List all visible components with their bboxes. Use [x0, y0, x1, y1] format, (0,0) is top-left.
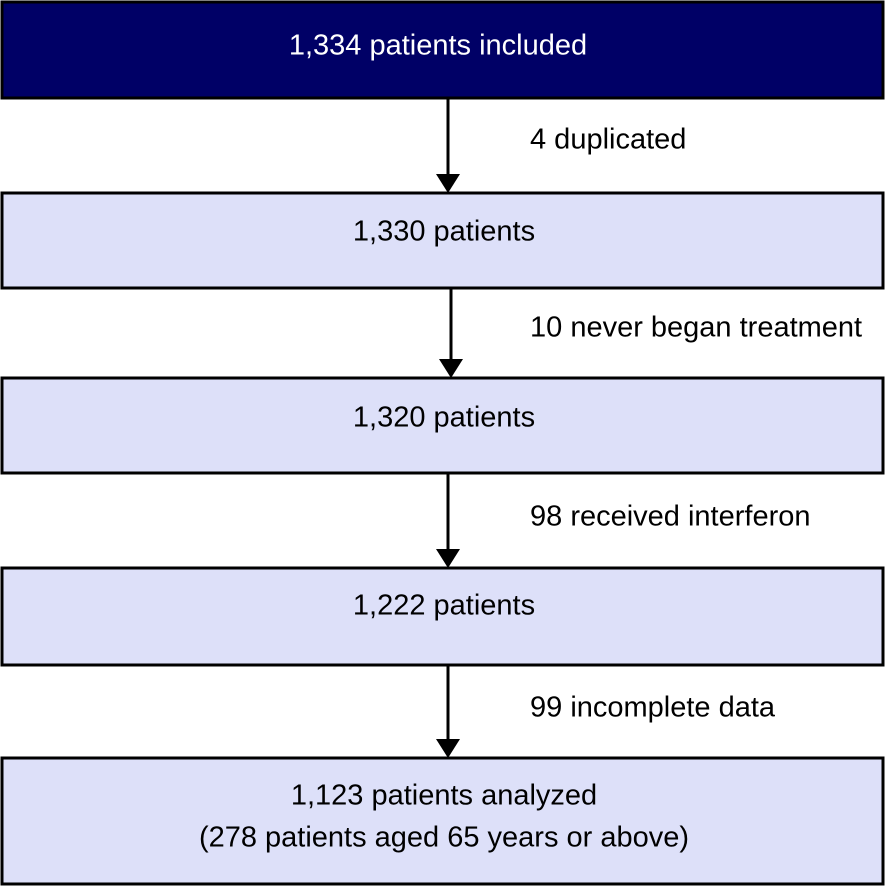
arrow-head: [436, 174, 460, 193]
edge-label: 10 never began treatment: [530, 312, 862, 344]
node-label: 1,334 patients included: [289, 30, 587, 62]
box: [0, 376, 885, 475]
node-label: 1,320 patients: [353, 402, 535, 434]
arrow-head: [439, 359, 463, 378]
edge-label: 99 incomplete data: [530, 692, 776, 724]
node-label: (278 patients aged 65 years or above): [199, 822, 689, 854]
node-label: 1,222 patients: [353, 590, 535, 622]
box: [0, 0, 885, 100]
arrow-head: [436, 549, 460, 568]
arrow-head: [436, 739, 460, 758]
box: [0, 566, 885, 667]
edge-label: 98 received interferon: [530, 501, 811, 533]
node-label: 1,123 patients analyzed: [291, 780, 597, 812]
box: [0, 191, 885, 290]
box: [0, 756, 885, 886]
edge-label: 4 duplicated: [530, 124, 686, 156]
node-label: 1,330 patients: [353, 216, 535, 248]
